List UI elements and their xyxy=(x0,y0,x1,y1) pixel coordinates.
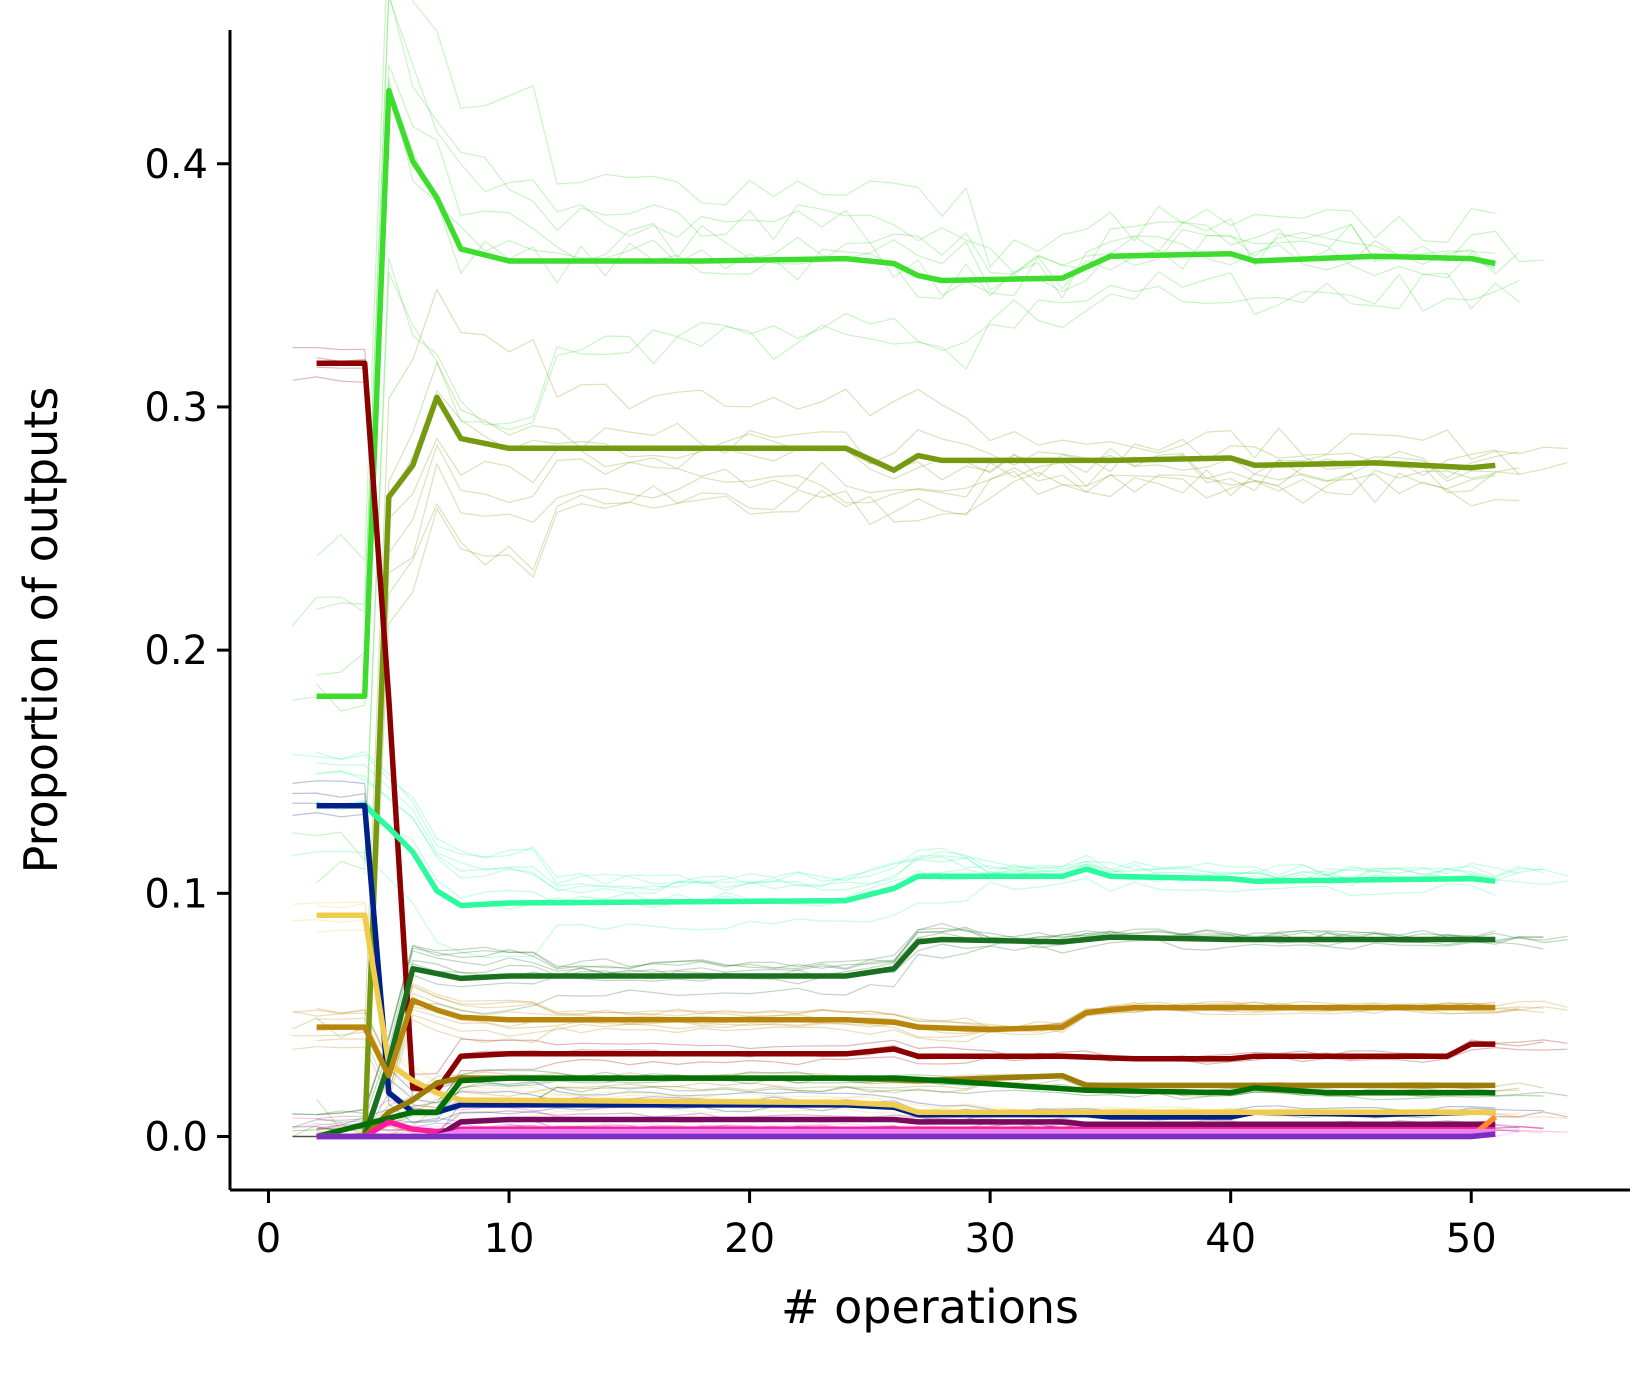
background-trace-line xyxy=(292,901,1496,1113)
series-lines xyxy=(315,88,1498,1140)
x-tick-label: 40 xyxy=(1205,1216,1256,1262)
background-trace-line xyxy=(316,64,1496,676)
background-trace-line xyxy=(316,77,1496,712)
background-trace-line xyxy=(316,470,1496,1138)
y-tick-label: 0.0 xyxy=(144,1114,208,1160)
background-trace-line xyxy=(316,271,1520,884)
background-trace-line xyxy=(316,444,1520,1138)
background-trace-line xyxy=(316,762,1568,890)
background-trace-line xyxy=(316,0,1496,561)
series-line-4 xyxy=(362,803,1496,909)
series-line-3 xyxy=(316,360,1496,1094)
background-trace-line xyxy=(292,0,1496,626)
y-tick-label: 0.2 xyxy=(144,628,208,674)
background-trace-line xyxy=(316,939,1544,1138)
x-tick-label: 30 xyxy=(965,1216,1016,1262)
background-trace-line xyxy=(316,926,1496,1116)
series-line-10 xyxy=(315,1075,1496,1140)
y-tick-label: 0.1 xyxy=(144,871,208,917)
series-line-1 xyxy=(316,88,1496,700)
series-line-2 xyxy=(361,394,1496,1137)
background-trace-line xyxy=(292,1008,1544,1099)
background-trace-line xyxy=(292,780,1496,1116)
y-tick-label: 0.4 xyxy=(144,142,208,188)
background-trace-line xyxy=(316,770,1544,892)
y-axis-ticks: 0.0 0.1 0.2 0.3 0.4 xyxy=(144,142,230,1160)
x-axis-ticks: 0 10 20 30 40 50 xyxy=(256,1190,1497,1262)
series-line-7 xyxy=(362,934,1496,1138)
background-trace-line xyxy=(292,982,1568,1063)
x-tick-label: 50 xyxy=(1446,1216,1497,1262)
background-trace-line xyxy=(316,0,1544,610)
background-trace-line xyxy=(316,751,1544,885)
background-trace-lines xyxy=(292,0,1568,1138)
x-tick-label: 20 xyxy=(724,1216,775,1262)
background-trace-line xyxy=(292,927,1496,1116)
background-trace-line xyxy=(292,850,1496,959)
background-trace-line xyxy=(292,751,1520,885)
x-axis-label: # operations xyxy=(781,1280,1079,1334)
background-trace-line xyxy=(292,923,1496,1116)
y-tick-label: 0.3 xyxy=(144,385,208,431)
background-trace-line xyxy=(316,1004,1568,1079)
x-tick-label: 0 xyxy=(256,1216,281,1262)
background-trace-line xyxy=(316,362,1520,1131)
background-trace-line xyxy=(292,1078,1568,1138)
background-trace-line xyxy=(292,463,1496,1138)
background-trace-line xyxy=(292,390,1520,1138)
background-trace-line xyxy=(292,257,1520,862)
background-trace-line xyxy=(316,437,1568,1138)
background-trace-line xyxy=(316,930,1544,1130)
series-line-15 xyxy=(316,1131,1496,1140)
background-trace-line xyxy=(316,984,1496,1062)
series-line-12 xyxy=(316,1116,1496,1140)
background-trace-line xyxy=(292,376,1568,1109)
background-trace-line xyxy=(292,83,1520,701)
background-trace-line xyxy=(292,347,1568,1075)
series-line-8 xyxy=(316,997,1496,1079)
background-trace-line xyxy=(316,771,1496,895)
background-trace-line xyxy=(292,469,1520,1138)
background-trace-line xyxy=(292,288,1568,1039)
x-tick-label: 10 xyxy=(484,1216,535,1262)
y-axis-label: Proportion of outputs xyxy=(14,387,68,874)
